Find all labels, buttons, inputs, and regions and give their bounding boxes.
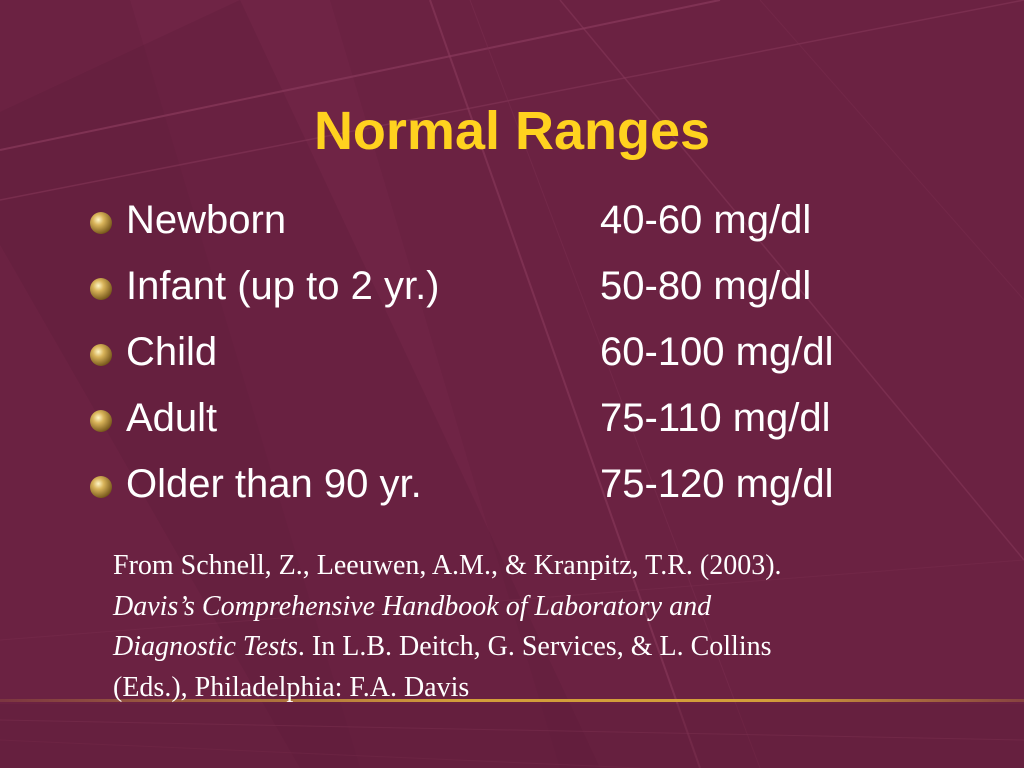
list-item: Infant (up to 2 yr.) 50-80 mg/dl <box>88 254 988 320</box>
gold-sphere-bullet-icon <box>90 212 112 234</box>
citation-line: (Eds.), Philadelphia: F.A. Davis <box>113 671 470 703</box>
range-value: 60-100 mg/dl <box>600 330 834 374</box>
age-group-label: Newborn <box>126 198 287 242</box>
list-item: Older than 90 yr. 75-120 mg/dl <box>88 452 988 518</box>
source-citation: From Schnell, Z., Leeuwen, A.M., & Kranp… <box>113 546 953 708</box>
citation-line: From Schnell, Z., Leeuwen, A.M., & Kranp… <box>113 550 782 581</box>
list-item: Child 60-100 mg/dl <box>88 320 988 386</box>
gold-sphere-bullet-icon <box>90 278 112 300</box>
citation-line: Diagnostic Tests. In L.B. Deitch, G. Ser… <box>113 627 953 668</box>
citation-editors: . In L.B. Deitch, G. Services, & L. Coll… <box>297 631 772 662</box>
age-group-label: Older than 90 yr. <box>126 462 422 506</box>
gold-sphere-bullet-icon <box>90 344 112 366</box>
list-item: Adult 75-110 mg/dl <box>88 386 988 452</box>
age-group-label: Adult <box>126 396 218 440</box>
slide-title: Normal Ranges <box>313 101 711 161</box>
gold-sphere-bullet-icon <box>90 410 112 432</box>
age-group-label: Infant (up to 2 yr.) <box>126 264 440 308</box>
gold-sphere-bullet-icon <box>90 476 112 498</box>
age-group-label: Child <box>126 330 218 374</box>
bottom-accent-line <box>0 699 1024 702</box>
citation-book-title: Davis’s Comprehensive Handbook of Labora… <box>113 590 712 622</box>
range-value: 75-120 mg/dl <box>600 462 834 506</box>
range-value: 75-110 mg/dl <box>600 396 831 440</box>
range-value: 40-60 mg/dl <box>600 198 812 242</box>
citation-book-title: Diagnostic Tests <box>113 631 298 662</box>
ranges-list: Newborn 40-60 mg/dl Infant (up to 2 yr.)… <box>88 188 988 518</box>
range-value: 50-80 mg/dl <box>600 264 812 308</box>
list-item: Newborn 40-60 mg/dl <box>88 188 988 254</box>
